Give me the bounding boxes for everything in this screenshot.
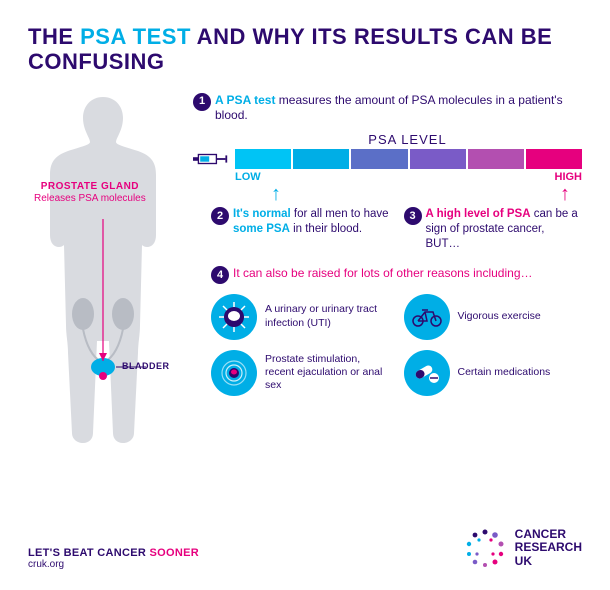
step-number: 3 [404, 207, 422, 225]
psa-bar [193, 149, 582, 169]
reason-exercise: Vigorous exercise [404, 294, 583, 340]
pills-icon [404, 350, 450, 396]
prostate-icon [211, 350, 257, 396]
step-4: 4 It can also be raised for lots of othe… [211, 266, 582, 284]
tagline: LET'S BEAT CANCER SOONER [28, 547, 199, 559]
step-number: 4 [211, 266, 229, 284]
step-2: 2 It's normal for all men to have some P… [211, 207, 390, 252]
logo-icon [463, 526, 507, 570]
reason-uti: A urinary or urinary tract infection (UT… [211, 294, 390, 340]
reason-medication: Certain medications [404, 350, 583, 396]
gland-label: PROSTATE GLAND Releases PSA molecules [34, 181, 146, 205]
cruk-logo: CANCERRESEARCHUK [463, 526, 582, 570]
psa-level-label: PSA LEVEL [233, 132, 582, 147]
step-number: 2 [211, 207, 229, 225]
step-3: 3 A high level of PSA can be a sign of p… [404, 207, 583, 252]
bladder-label: BLADDER [122, 361, 170, 371]
reason-stimulation: Prostate stimulation, recent ejaculation… [211, 350, 390, 396]
low-arrow-icon: ↑ [271, 183, 281, 206]
right-panel: 1 A PSA test measures the amount of PSA … [193, 89, 582, 464]
main-content: PROSTATE GLAND Releases PSA molecules BL… [28, 89, 582, 464]
step-1: 1 A PSA test measures the amount of PSA … [193, 93, 582, 124]
body-diagram: PROSTATE GLAND Releases PSA molecules BL… [28, 89, 183, 464]
footer: LET'S BEAT CANCER SOONER cruk.org CANCER… [28, 526, 582, 570]
step-number: 1 [193, 93, 211, 111]
indicator-arrows: ↑ ↑ [235, 183, 582, 205]
silhouette-icon [28, 89, 178, 459]
url: cruk.org [28, 559, 199, 570]
bicycle-icon [404, 294, 450, 340]
low-high-labels: LOWHIGH [235, 171, 582, 183]
high-arrow-icon: ↑ [560, 183, 570, 206]
reasons-grid: A urinary or urinary tract infection (UT… [211, 294, 582, 396]
syringe-icon [193, 150, 229, 168]
page-title: THE PSA TEST AND WHY ITS RESULTS CAN BE … [28, 24, 582, 75]
uti-icon [211, 294, 257, 340]
